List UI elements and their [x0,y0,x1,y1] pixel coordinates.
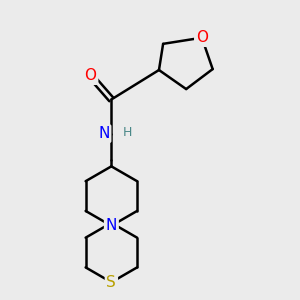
Text: O: O [85,68,97,83]
Text: S: S [106,275,116,290]
Text: O: O [196,30,208,45]
Text: H: H [123,126,132,139]
Text: N: N [98,126,110,141]
Text: N: N [106,218,117,233]
